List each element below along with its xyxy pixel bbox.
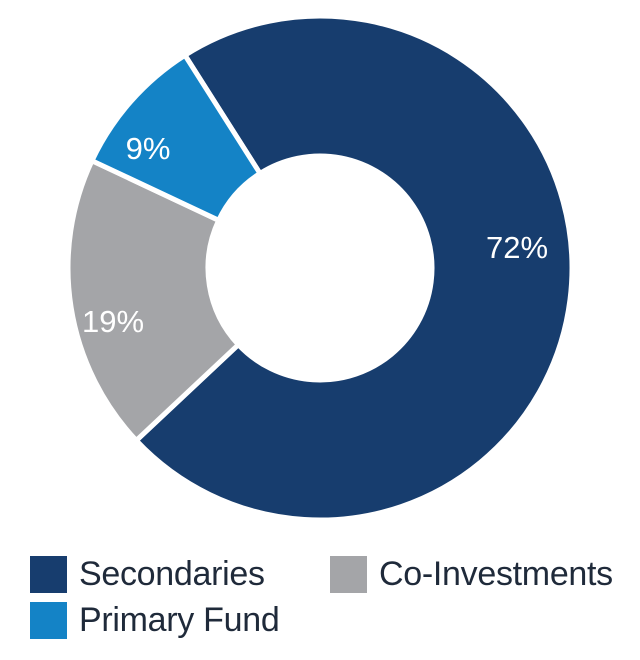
slice-label-primary-fund: 9% xyxy=(126,131,171,166)
legend-swatch-co-investments xyxy=(330,555,367,593)
slice-label-secondaries: 72% xyxy=(486,230,548,265)
legend-swatch-secondaries xyxy=(30,555,67,593)
donut-chart: 72% 19% 9% xyxy=(65,13,575,523)
slice-primary-fund xyxy=(88,51,264,224)
legend-label-co-investments: Co-Investments xyxy=(379,554,613,593)
legend-item-secondaries: Secondaries xyxy=(30,552,265,596)
slice-label-co-investments: 19% xyxy=(82,304,144,339)
legend-swatch-primary-fund xyxy=(30,601,67,639)
slice-secondaries xyxy=(132,13,575,523)
legend-item-primary-fund: Primary Fund xyxy=(30,598,280,642)
slice-co-investments xyxy=(65,157,242,445)
legend-label-primary-fund: Primary Fund xyxy=(79,600,280,639)
legend-item-co-investments: Co-Investments xyxy=(330,552,613,596)
legend-label-secondaries: Secondaries xyxy=(79,554,265,593)
chart-legend: Secondaries Co-Investments Primary Fund xyxy=(0,540,640,660)
